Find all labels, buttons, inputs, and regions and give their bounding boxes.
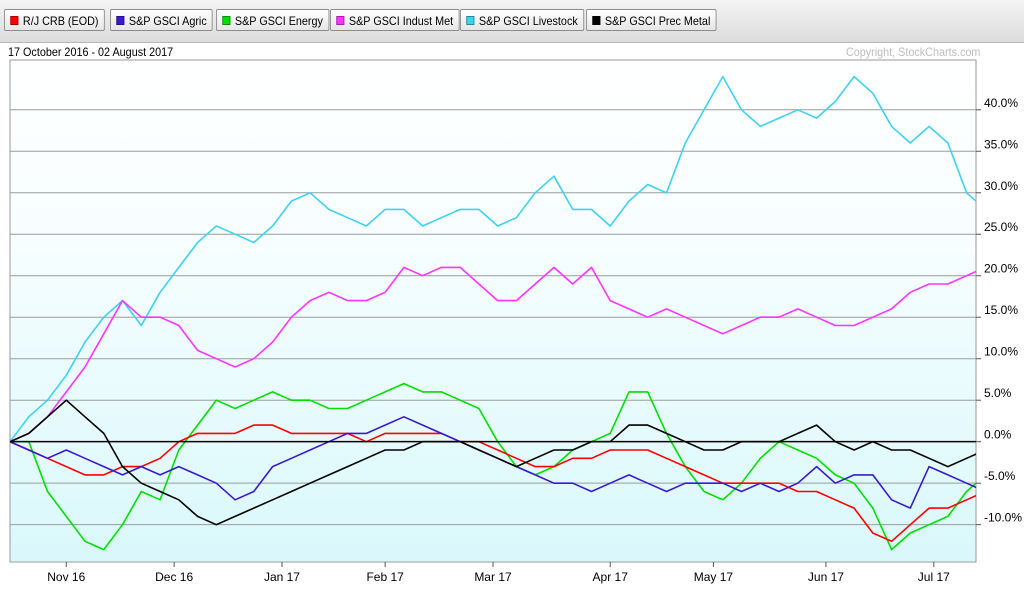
legend-item-gsci-energy[interactable]: S&P GSCI Energy [216,9,330,31]
legend-item-gsci-indust-met[interactable]: S&P GSCI Indust Met [330,9,460,31]
legend-swatch [336,16,345,25]
y-tick-label: 0.0% [984,428,1012,442]
legend-label: S&P GSCI Agric [128,14,207,28]
y-tick-label: 10.0% [984,345,1018,359]
y-tick-label: 30.0% [984,179,1018,193]
x-axis-ticks: Nov 16 Dec 16 Jan 17 Feb 17 Mar 17 Apr 17 May … [47,562,950,584]
x-tick-label: Apr 17 [593,570,629,584]
legend-label: S&P GSCI Indust Met [348,14,454,28]
series-lines [10,75,976,551]
legend-swatch [592,16,601,25]
series-line-s-p-gsci-livestock [10,75,976,443]
y-axis-ticks: -10.0% -5.0% 0.0% 5.0% 10.0% 15.0% 20.0% 25.0% 3… [976,96,1022,526]
legend-item-gsci-agric[interactable]: S&P GSCI Agric [110,9,214,31]
legend-label: S&P GSCI Livestock [478,14,578,28]
legend-item-rj-crb[interactable]: R/J CRB (EOD) [4,9,105,31]
x-tick-label: Jul 17 [918,570,950,584]
x-tick-label: Dec 16 [155,570,193,584]
legend-label: R/J CRB (EOD) [22,14,99,28]
x-tick-label: May 17 [694,570,734,584]
date-range: 17 October 2016 - 02 August 2017 [8,45,174,59]
legend-swatch [222,16,231,25]
copyright: Copyright, StockCharts.com [845,45,980,59]
y-tick-label: -5.0% [984,469,1016,483]
x-tick-label: Jan 17 [264,570,300,584]
y-tick-label: -10.0% [984,511,1022,525]
legend-swatch [116,16,125,25]
x-tick-label: Jun 17 [808,570,844,584]
x-tick-label: Mar 17 [474,570,512,584]
legend-label: S&P GSCI Prec Metal [604,14,711,28]
legend-swatch [466,16,475,25]
x-tick-label: Feb 17 [366,570,404,584]
y-tick-label: 35.0% [984,137,1018,151]
series-line-s-p-gsci-prec-metal [10,399,976,526]
series-line-s-p-gsci-indust-met [10,266,976,443]
legend-swatch [10,16,19,25]
y-tick-label: 20.0% [984,262,1018,276]
legend-item-gsci-prec-metal[interactable]: S&P GSCI Prec Metal [586,9,717,31]
legend-bar: R/J CRB (EOD) S&P GSCI Agric S&P GSCI En… [0,0,1024,43]
y-tick-label: 5.0% [984,386,1012,400]
x-tick-label: Nov 16 [47,570,85,584]
legend-label: S&P GSCI Energy [234,14,323,28]
y-tick-label: 15.0% [984,303,1018,317]
y-tick-label: 25.0% [984,220,1018,234]
plot-area [9,59,977,563]
y-tick-label: 40.0% [984,96,1018,110]
legend-item-gsci-livestock[interactable]: S&P GSCI Livestock [460,9,585,31]
